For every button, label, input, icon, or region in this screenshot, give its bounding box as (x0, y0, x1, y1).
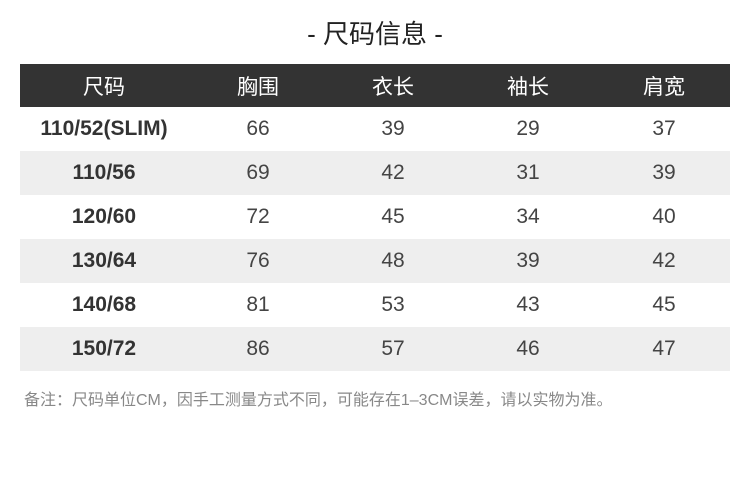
measurement-cell: 37 (652, 117, 676, 140)
measurement-cell: 42 (381, 161, 405, 184)
header-cell: 尺码 (83, 75, 125, 99)
size-cell: 110/52(SLIM) (40, 117, 168, 140)
table-row: 110/52(SLIM) 66 39 29 37 (20, 107, 730, 151)
measurement-cell: 57 (381, 337, 405, 360)
measurement-cell: 66 (246, 117, 270, 140)
measurement-cell: 72 (246, 205, 270, 228)
measurement-cell: 39 (381, 117, 405, 140)
measurement-cell: 39 (516, 249, 540, 272)
measurement-cell: 43 (516, 293, 540, 316)
measurement-cell: 81 (246, 293, 270, 316)
page-title: - 尺码信息 - (307, 19, 443, 49)
header-cell: 袖长 (507, 75, 549, 99)
measurement-cell: 47 (652, 337, 676, 360)
footnote: 备注：尺码单位CM，因手工测量方式不同，可能存在1–3CM误差，请以实物为准。 (24, 392, 613, 409)
measurement-cell: 34 (516, 205, 540, 228)
table-row: 110/56 69 42 31 39 (20, 151, 730, 195)
size-cell: 120/60 (71, 205, 137, 228)
measurement-cell: 53 (381, 293, 405, 316)
header-cell: 衣长 (372, 75, 414, 99)
measurement-cell: 48 (381, 249, 405, 272)
header-cell: 胸围 (237, 75, 279, 99)
measurement-cell: 39 (652, 161, 676, 184)
table-header: 尺码 胸围 衣长 袖长 肩宽 (20, 64, 730, 107)
measurement-cell: 40 (652, 205, 676, 228)
size-cell: 150/72 (71, 337, 137, 360)
size-cell: 110/56 (72, 161, 136, 184)
measurement-cell: 42 (652, 249, 676, 272)
size-cell: 140/68 (71, 293, 137, 316)
measurement-cell: 45 (652, 293, 676, 316)
measurement-cell: 31 (516, 161, 540, 184)
measurement-cell: 69 (246, 161, 270, 184)
table-row: 130/64 76 48 39 42 (20, 239, 730, 283)
measurement-cell: 86 (246, 337, 270, 360)
table-row: 140/68 81 53 43 45 (20, 283, 730, 327)
header-cell: 肩宽 (643, 75, 685, 99)
measurement-cell: 76 (246, 249, 270, 272)
table-row: 150/72 86 57 46 47 (20, 327, 730, 371)
table-row: 120/60 72 45 34 40 (20, 195, 730, 239)
measurement-cell: 29 (516, 117, 540, 140)
measurement-cell: 46 (516, 337, 540, 360)
size-cell: 130/64 (71, 249, 137, 272)
measurement-cell: 45 (381, 205, 405, 228)
size-table: 尺码 胸围 衣长 袖长 肩宽 110/52(SLIM) 66 39 29 37 110/5… (20, 64, 730, 371)
